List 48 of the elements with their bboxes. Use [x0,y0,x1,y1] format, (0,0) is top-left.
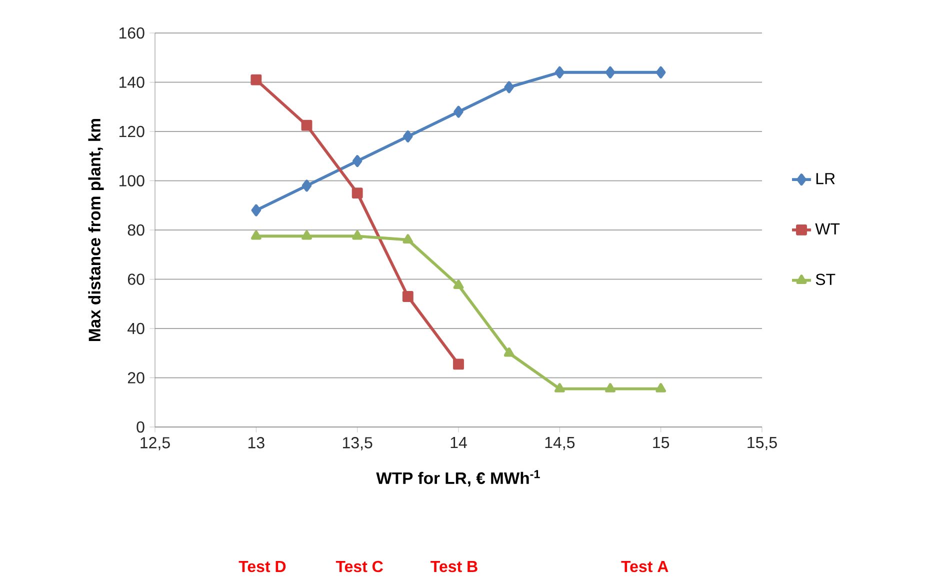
point [554,66,565,78]
text: Test D [238,561,286,572]
point [352,188,363,199]
point [250,74,262,86]
y-tick-label: 140 [119,76,144,88]
point [251,204,262,216]
point [352,155,362,168]
x-tick-label: 14,5 [545,437,575,450]
point [504,347,514,357]
point [656,66,666,78]
x-tick-label: 15 [653,437,670,448]
text: Test B [430,561,478,572]
point [251,230,262,240]
x-tick-label: 15,5 [748,437,777,450]
point [403,130,413,142]
point [605,383,616,392]
y-tick-label: 20 [128,372,144,384]
point [453,280,464,290]
y-tick-label: 160 [119,27,144,39]
x-tick-label: 14 [450,437,467,448]
point [504,81,514,94]
x-tick-label: 13,5 [342,437,372,450]
text: Test A [621,561,668,572]
point [402,234,414,244]
legend-label: LR [816,173,835,184]
point [352,230,362,240]
point [302,180,312,192]
point [302,230,312,240]
text: Test C [336,560,383,572]
point [656,383,666,392]
y-tick-label: 80 [128,224,144,236]
point [605,66,616,78]
y-tick-label: 100 [119,175,144,186]
point [454,106,464,118]
y-axis-title: Max distance from plant, km [88,118,104,341]
x-tick-label: 12,5 [140,437,170,450]
y-tick-label: 60 [128,274,144,285]
legend-label: ST [816,274,836,286]
point [453,358,464,370]
legend-label: WT [815,223,840,234]
y-tick-label: 40 [128,322,144,334]
point [301,120,312,131]
x-tick-label: 13 [248,437,264,448]
point [554,383,565,392]
x-axis-title: WTP for LR, € MWh$^{-1}$ [376,470,540,486]
point [402,291,414,302]
y-tick-label: 0 [136,421,144,433]
y-tick-label: 120 [119,126,144,138]
